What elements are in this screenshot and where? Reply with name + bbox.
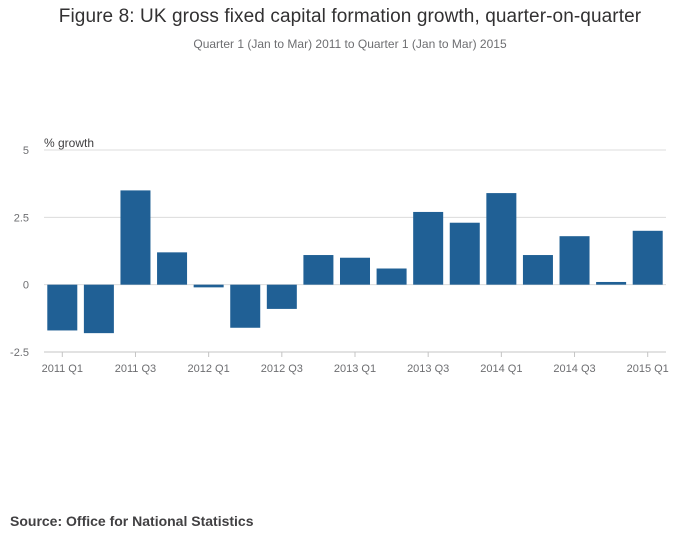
x-tick-label: 2013 Q3 [407, 363, 449, 375]
x-tick-label: 2012 Q3 [261, 363, 303, 375]
x-tick-label: 2012 Q1 [188, 363, 230, 375]
bar [413, 211, 444, 285]
bar [83, 284, 114, 334]
bar [559, 236, 590, 285]
x-tick-label: 2014 Q1 [480, 363, 522, 375]
bar [596, 281, 627, 285]
x-tick-label: 2013 Q1 [334, 363, 376, 375]
y-tick-label: 2.5 [14, 212, 29, 224]
bar [339, 257, 371, 285]
bars [47, 190, 663, 334]
x-tick-label: 2011 Q1 [42, 363, 83, 375]
x-tick-label: 2014 Q3 [553, 363, 595, 375]
bar [120, 190, 151, 285]
chart-title: Figure 8: UK gross fixed capital formati… [58, 6, 642, 27]
x-tick-label: 2015 Q1 [627, 363, 669, 375]
bar [486, 193, 517, 285]
y-axis-title: % growth [44, 136, 94, 150]
axes: 5 2.5 0 -2.5 2011 Q1 2011 Q3 2012 Q1 2012 Q3 201… [10, 145, 669, 375]
bar [230, 284, 261, 328]
x-tick-label: 2011 Q3 [115, 363, 156, 375]
source-note: Source: Office for National Statistics [10, 513, 254, 529]
bar [47, 284, 78, 331]
y-tick-label: 0 [23, 280, 29, 292]
bar [266, 284, 297, 309]
bar [449, 222, 480, 285]
y-tick-label: -2.5 [10, 347, 29, 359]
bar [303, 255, 334, 285]
bar [376, 268, 407, 285]
bar [522, 255, 553, 285]
bar [157, 252, 188, 285]
y-tick-label: 5 [23, 145, 29, 157]
bar [632, 230, 663, 285]
bar [193, 284, 224, 288]
chart-subtitle: Quarter 1 (Jan to Mar) 2011 to Quarter 1… [193, 37, 507, 51]
